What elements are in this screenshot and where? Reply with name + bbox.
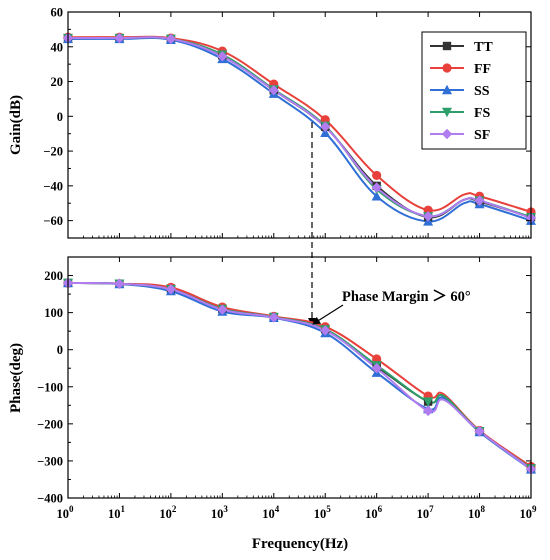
- gain-ytick-label: 0: [57, 110, 63, 124]
- phase-series-sf-line: [67, 281, 532, 470]
- legend-swatch-marker: [442, 107, 452, 118]
- gain-ytick-label: −20: [43, 145, 63, 159]
- legend-label: FF: [474, 62, 491, 77]
- xtick-label: 106: [365, 504, 383, 521]
- phase-series-fs-line: [67, 281, 532, 470]
- phase-series-group: [62, 277, 537, 475]
- phase-series-sf-point: [217, 304, 228, 315]
- phase-series-tt-line: [67, 281, 532, 470]
- legend-swatch-marker: [442, 84, 452, 95]
- gain-yticks: −60 −40 −20 0 20 40 60: [43, 6, 531, 228]
- gain-series-sf-point: [320, 121, 331, 132]
- legend-entries: TT FF SS FS SF: [430, 40, 493, 143]
- legend-label: SF: [474, 128, 490, 143]
- phase-yticks: −400 −300 −200 −100 0 100 200: [37, 269, 531, 506]
- legend-label: SS: [474, 84, 490, 99]
- legend-label: FS: [474, 106, 491, 121]
- gain-plot-frame: [67, 11, 532, 239]
- phase-ytick-label: −100: [37, 380, 63, 394]
- xtick-label: 105: [314, 504, 332, 521]
- gain-xticks: [67, 12, 532, 238]
- x-axis-label: Frequency(Hz): [252, 536, 348, 552]
- phase-ytick-label: −300: [37, 454, 63, 468]
- legend-entry-tt: TT: [430, 40, 493, 55]
- legend-swatch-marker: [442, 41, 452, 51]
- legend-entry-ss: SS: [430, 84, 490, 99]
- gain-ytick-label: 40: [51, 40, 64, 54]
- phase-series-sf-point: [114, 278, 125, 289]
- gain-series-sf-point: [422, 211, 434, 222]
- legend-entry-ff: FF: [430, 62, 491, 77]
- gain-series-sf-point: [114, 32, 125, 44]
- phase-ytick-label: −200: [37, 417, 63, 431]
- gain-ytick-label: 60: [51, 6, 64, 20]
- legend: TT FF SS FS SF: [421, 31, 527, 150]
- gain-series-ss-point: [371, 191, 382, 201]
- legend-label: TT: [474, 40, 493, 55]
- phase-series-fs-point: [423, 397, 434, 407]
- gain-series-ff-point: [372, 170, 382, 181]
- gain-series-ss-point: [320, 127, 331, 138]
- phase-series-ss-line: [67, 281, 532, 471]
- gain-ytick-label: 20: [51, 75, 64, 89]
- phase-series-sf-point: [165, 284, 177, 295]
- phase-series-sf-point: [371, 363, 382, 374]
- legend-swatch-marker: [442, 63, 452, 73]
- phase-series-sf-point: [422, 405, 434, 417]
- gain-y-axis-label: Gain(dB): [8, 95, 24, 155]
- phase-xticks: 100 101 102 103 104 105 106 107 108 109: [57, 257, 538, 521]
- phase-series-ff-line: [67, 281, 532, 468]
- legend-entry-fs: FS: [430, 106, 491, 121]
- phase-ytick-label: −400: [37, 492, 63, 506]
- phase-y-axis-label: Phase(deg): [8, 343, 24, 413]
- gain-series-sf-point: [268, 85, 279, 96]
- phase-ytick-label: 100: [44, 306, 63, 320]
- xtick-label: 100: [57, 504, 75, 521]
- legend-entry-sf: SF: [430, 128, 490, 143]
- gain-ytick-label: −60: [43, 214, 63, 228]
- gain-series-sf-point: [474, 195, 485, 206]
- phase-margin-label: Phase Margin ＞ 60°: [342, 289, 471, 305]
- xtick-label: 107: [417, 504, 435, 521]
- phase-plot-frame: [67, 256, 532, 499]
- xtick-label: 109: [520, 504, 538, 521]
- gain-series-sf-point: [165, 33, 177, 45]
- gain-series-sf-point: [217, 51, 228, 62]
- phase-series-sf-point: [320, 325, 331, 336]
- phase-margin-arrow: [312, 304, 344, 325]
- phase-ytick-label: 0: [57, 343, 63, 357]
- phase-series-sf-point: [474, 426, 485, 437]
- xtick-label: 102: [159, 504, 177, 521]
- xtick-label: 101: [108, 504, 126, 521]
- gain-panel: −60 −40 −20 0 20 40 60 Gain(dB) TT FF SS FS SF: [8, 6, 537, 326]
- gain-ytick-label: −40: [43, 179, 63, 193]
- legend-swatch-marker: [441, 128, 453, 140]
- xtick-label: 108: [468, 504, 486, 521]
- phase-ytick-label: 200: [44, 269, 63, 283]
- phase-series-sf-point: [268, 312, 279, 323]
- xtick-label: 103: [211, 504, 229, 521]
- xtick-label: 104: [262, 504, 280, 521]
- gain-series-sf-point: [371, 182, 382, 193]
